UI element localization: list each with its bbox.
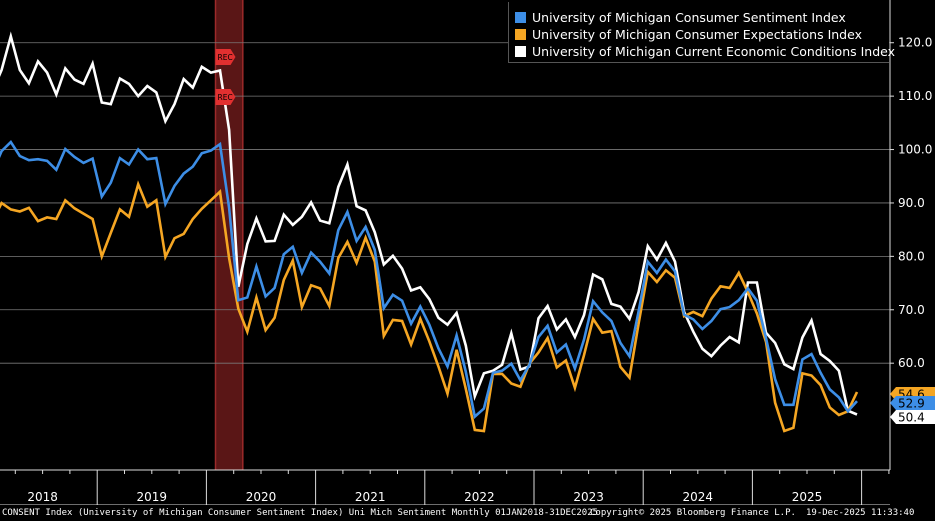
last-value-label-current-conditions-text: 50.4: [898, 411, 925, 425]
y-tick-label: 60.0: [898, 356, 925, 370]
series-line-expectations: [0, 180, 859, 433]
x-tick-label: 2020: [246, 490, 277, 504]
recession-flag: REC: [215, 49, 236, 65]
recession-flag-shape: [215, 49, 236, 65]
x-tick-label: 2024: [683, 490, 714, 504]
x-tick-label: 2021: [355, 490, 386, 504]
legend-swatch-sentiment: [515, 11, 526, 23]
recession-flag-shape: [215, 89, 236, 105]
series-lines: [0, 31, 859, 433]
y-tick-label: 110.0: [898, 89, 932, 103]
legend-item-sentiment: University of Michigan Consumer Sentimen…: [515, 9, 846, 25]
legend-item-expectations: University of Michigan Consumer Expectat…: [515, 26, 862, 42]
last-value-label-sentiment-box: [890, 396, 935, 410]
footer-copyright: Copyright© 2025 Bloomberg Finance L.P.: [590, 508, 796, 518]
x-tick-label: 2023: [573, 490, 604, 504]
x-tick-label: 2018: [27, 490, 58, 504]
chart-legend: University of Michigan Consumer Sentimen…: [508, 2, 895, 63]
x-tick-label: 2022: [464, 490, 495, 504]
legend-swatch-current-conditions: [515, 45, 526, 57]
legend-item-current-conditions: University of Michigan Current Economic …: [515, 43, 895, 59]
last-value-label-current-conditions-box: [890, 410, 935, 424]
x-tick-label: 2019: [137, 490, 168, 504]
footer-bar: CONSENT Index (University of Michigan Co…: [0, 505, 935, 521]
recession-flag-label: REC: [218, 93, 233, 102]
recession-flag: REC: [215, 89, 236, 105]
x-tick-label: 2025: [792, 490, 823, 504]
y-tick-label: 90.0: [898, 196, 925, 210]
series-line-current-conditions: [0, 31, 858, 416]
legend-label-expectations: University of Michigan Consumer Expectat…: [532, 26, 862, 42]
y-tick-label: 100.0: [898, 143, 932, 157]
y-tick-label: 80.0: [898, 249, 925, 263]
series-line-sentiment: [0, 140, 858, 420]
last-value-label-current-conditions: 50.4: [890, 410, 935, 425]
footer-source: CONSENT Index (University of Michigan Co…: [2, 508, 599, 518]
last-value-label-sentiment: 52.9: [890, 396, 935, 411]
legend-swatch-expectations: [515, 28, 526, 40]
footer-timestamp: 19-Dec-2025 11:33:40: [806, 508, 915, 518]
y-tick-label: 120.0: [898, 36, 932, 50]
recession-flag-label: REC: [218, 53, 233, 62]
y-tick-label: 70.0: [898, 303, 925, 317]
legend-label-current-conditions: University of Michigan Current Economic …: [532, 43, 896, 59]
legend-label-sentiment: University of Michigan Consumer Sentimen…: [532, 9, 846, 25]
last-value-label-sentiment-text: 52.9: [898, 397, 925, 411]
